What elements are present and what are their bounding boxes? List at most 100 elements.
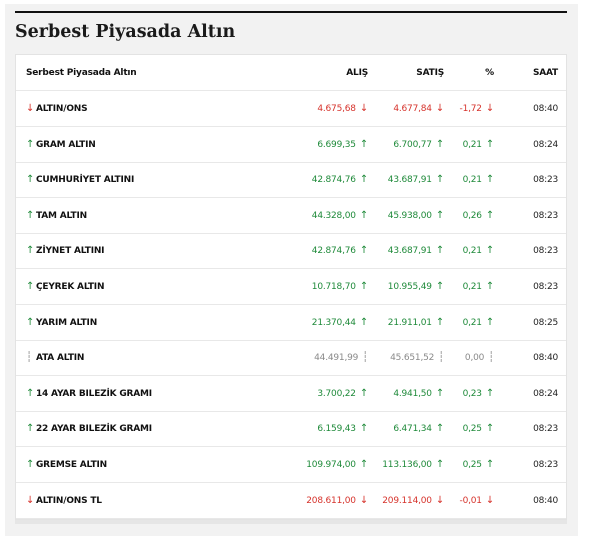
table-row[interactable]: ↑ CUMHURİYET ALTINI 42.874,76 ↑ 43.687,91 ↑ 0,… [16, 162, 566, 199]
table-row[interactable]: ↑ 22 AYAR BILEZİK GRAMI 6.159,43 ↑ 6.471,34 ↑… [16, 411, 566, 448]
header-saat[interactable]: SAAT [532, 68, 558, 78]
row-name[interactable]: ↑ ÇEYREK ALTIN [26, 269, 104, 305]
alis-value: 4.675,68 [317, 104, 356, 114]
arrow-up-icon: ↑ [359, 209, 368, 221]
row-name[interactable]: ↓ ALTIN/ONS TL [26, 483, 102, 519]
dotted-line-icon: ┆ [26, 352, 32, 364]
arrow-up-icon: ↑ [485, 423, 494, 435]
alis-value: 44.328,00 [311, 210, 356, 221]
row-alis: 42.874,76 ↑ [312, 233, 368, 269]
alis-value: 6.159,43 [317, 424, 356, 435]
row-name[interactable]: ↑ ZİYNET ALTINI [26, 233, 105, 269]
table-row[interactable]: ↑ ZİYNET ALTINI 42.874,76 ↑ 43.687,91 ↑ 0,21 ↑ 0… [16, 233, 566, 270]
row-satis: 43.687,91 ↑ [388, 162, 444, 198]
row-saat: 08:40 [533, 353, 558, 364]
table-row[interactable]: ┆ ATA ALTIN 44.491,99 ┆ 45.651,52 ┆ 0,00 ┆ 08:40 [16, 340, 566, 377]
row-name[interactable]: ↑ GREMSE ALTIN [26, 447, 107, 483]
title-rule [15, 11, 567, 13]
alis-value: 21.370,44 [311, 317, 356, 328]
row-alis: 6.699,35 ↑ [317, 127, 368, 163]
row-percent: 0,21 ↑ [463, 269, 495, 305]
header-alis[interactable]: ALIŞ [346, 68, 368, 78]
percent-value: 0,21 [462, 317, 482, 328]
satis-value: 45.651,52 [390, 353, 435, 364]
arrow-up-icon: ↑ [435, 459, 444, 470]
arrow-up-icon: ↑ [435, 245, 444, 257]
percent-value: 0,23 [462, 388, 482, 399]
percent-value: 0,25 [462, 460, 482, 470]
row-name[interactable]: ↑ TAM ALTIN [26, 198, 87, 234]
percent-value: -1,72 [459, 104, 482, 114]
arrow-up-icon: ↑ [485, 459, 494, 470]
arrow-up-icon: ↑ [26, 209, 35, 221]
row-name[interactable]: ┆ ATA ALTIN [26, 340, 84, 376]
row-satis: 45.651,52 ┆ [390, 340, 444, 376]
row-alis: 3.700,22 ↑ [317, 376, 368, 412]
dotted-line-icon: ┆ [488, 352, 494, 364]
satis-value: 6.700,77 [393, 139, 432, 150]
table-row[interactable]: ↑ TAM ALTIN 44.328,00 ↑ 45.938,00 ↑ 0,26 ↑ 08:23 [16, 198, 566, 234]
table-row[interactable]: ↑ YARIM ALTIN 21.370,44 ↑ 21.911,01 ↑ 0,21 ↑ 08:… [16, 305, 566, 341]
row-name-label: GRAM ALTIN [36, 139, 96, 150]
row-name-label: ALTIN/ONS [36, 104, 88, 114]
arrow-up-icon: ↑ [485, 174, 494, 186]
row-saat: 08:23 [533, 460, 558, 470]
arrow-up-icon: ↑ [435, 423, 444, 435]
arrow-down-icon: ↓ [26, 103, 35, 114]
arrow-up-icon: ↑ [26, 316, 35, 328]
table-row[interactable]: ↑ 14 AYAR BILEZİK GRAMI 3.700,22 ↑ 4.941,50 ↑… [16, 376, 566, 412]
row-name-label: GREMSE ALTIN [36, 460, 108, 470]
arrow-up-icon: ↑ [435, 387, 444, 399]
row-percent: 0,21 ↑ [463, 127, 495, 163]
table-header-row: Serbest Piyasada Altın ALIŞ SATIŞ % SAAT [16, 55, 566, 91]
arrow-up-icon: ↑ [26, 387, 35, 399]
table-row[interactable]: ↓ ALTIN/ONS 4.675,68 ↓ 4.677,84 ↓ -1,72 ↓ 08:40 [16, 91, 566, 127]
arrow-up-icon: ↑ [485, 387, 494, 399]
row-saat: 08:23 [533, 246, 558, 257]
arrow-up-icon: ↑ [485, 138, 494, 150]
row-saat: 08:23 [533, 175, 558, 186]
row-name[interactable]: ↑ CUMHURİYET ALTINI [26, 162, 134, 198]
row-name[interactable]: ↑ 14 AYAR BILEZİK GRAMI [26, 376, 152, 412]
arrow-up-icon: ↑ [435, 174, 444, 186]
arrow-up-icon: ↑ [26, 281, 35, 292]
table-row[interactable]: ↑ GREMSE ALTIN 109.974,00 ↑ 113.136,00 ↑ 0,25 ↑… [16, 447, 566, 483]
row-percent: 0,21 ↑ [462, 305, 495, 341]
row-name[interactable]: ↓ ALTIN/ONS [26, 91, 88, 127]
percent-value: 0,21 [462, 175, 482, 186]
alis-value: 6.699,35 [317, 139, 356, 150]
arrow-down-icon: ↓ [435, 494, 444, 506]
table-row[interactable]: ↑ ÇEYREK ALTIN 10.718,70 ↑ 10.955,49 ↑ 0,21 ↑ 08… [16, 269, 566, 305]
row-saat: 08:40 [533, 104, 558, 114]
satis-value: 6.471,34 [393, 424, 432, 435]
row-satis: 4.941,50 ↑ [393, 376, 444, 412]
row-name[interactable]: ↑ GRAM ALTIN [26, 127, 96, 163]
row-saat: 08:24 [533, 388, 558, 399]
arrow-up-icon: ↑ [485, 245, 494, 257]
header-name: Serbest Piyasada Altın [26, 68, 137, 78]
arrow-up-icon: ↑ [26, 138, 35, 150]
arrow-up-icon: ↑ [435, 209, 444, 221]
row-name[interactable]: ↑ YARIM ALTIN [26, 305, 97, 341]
row-alis: 42.874,76 ↑ [312, 162, 368, 198]
row-saat: 08:23 [533, 282, 558, 292]
arrow-down-icon: ↓ [485, 103, 494, 114]
arrow-up-icon: ↑ [359, 423, 368, 435]
row-alis: 109.974,00 ↑ [306, 447, 368, 483]
page-title: Serbest Piyasada Altın [15, 22, 236, 42]
arrow-up-icon: ↑ [359, 281, 368, 292]
row-percent: 0,25 ↑ [462, 447, 495, 483]
header-percent[interactable]: % [485, 68, 494, 78]
table-row[interactable]: ↑ GRAM ALTIN 6.699,35 ↑ 6.700,77 ↑ 0,21 ↑ 08:24 [16, 127, 566, 163]
arrow-down-icon: ↓ [26, 494, 35, 506]
arrow-up-icon: ↑ [26, 174, 35, 186]
header-satis[interactable]: SATIŞ [416, 68, 444, 78]
row-name-label: ZİYNET ALTINI [36, 246, 105, 257]
row-name-label: ÇEYREK ALTIN [36, 282, 105, 292]
row-satis: 43.687,91 ↑ [388, 233, 444, 269]
row-satis: 6.700,77 ↑ [393, 127, 444, 163]
row-name[interactable]: ↑ 22 AYAR BILEZİK GRAMI [26, 411, 152, 447]
percent-value: -0,01 [459, 495, 482, 506]
table-row[interactable]: ↓ ALTIN/ONS TL 208.611,00 ↓ 209.114,00 ↓ -0,01… [16, 483, 566, 519]
arrow-up-icon: ↑ [359, 459, 368, 470]
